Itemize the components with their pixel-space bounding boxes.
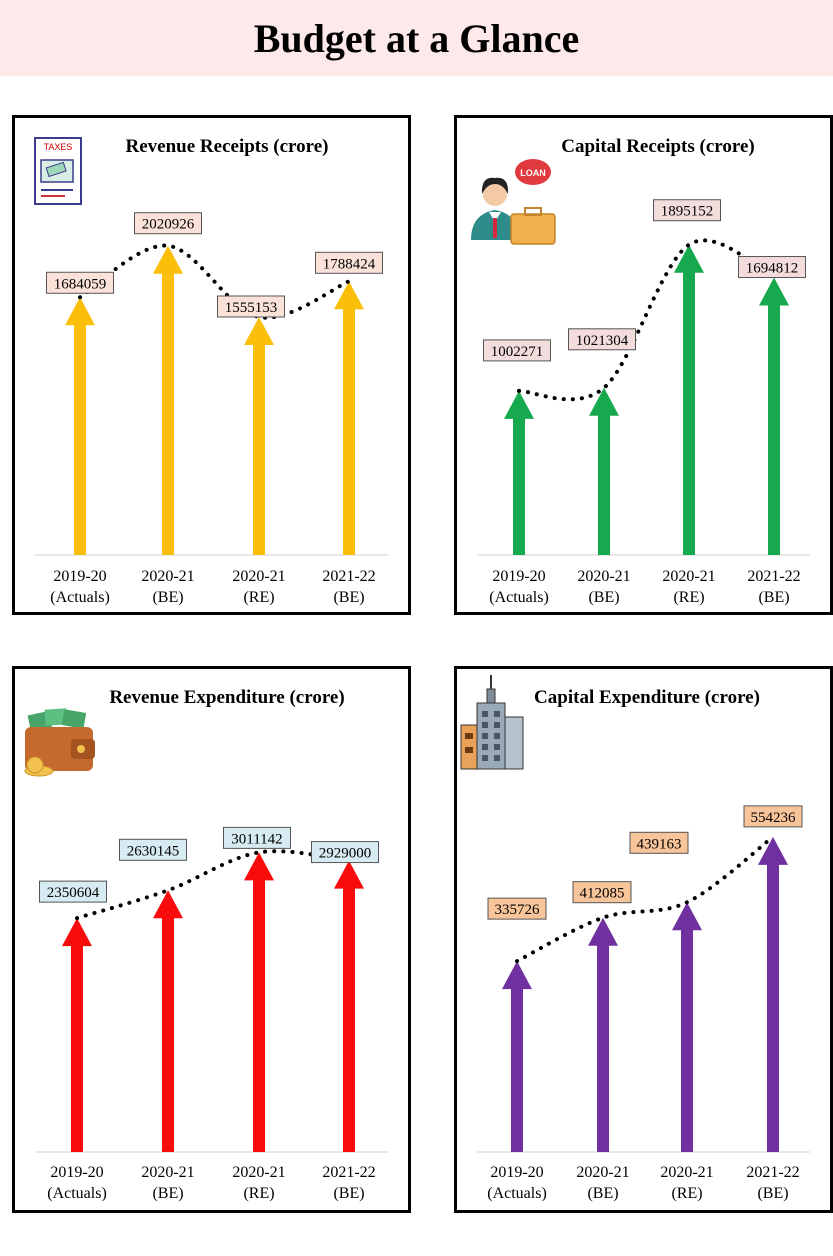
x-tick-label: 2020-21 (BE) <box>576 1164 629 1202</box>
data-label: 439163 <box>629 831 689 854</box>
svg-text:1895152: 1895152 <box>661 204 714 220</box>
data-label: 1684059 <box>46 271 114 294</box>
data-label: 1021304 <box>568 328 636 351</box>
x-tick-label: 2020-21 (RE) <box>232 1164 285 1202</box>
office-building-icon <box>460 675 524 770</box>
x-tick-label: 2021-22 (BE) <box>322 568 375 606</box>
data-label: 3011142 <box>223 826 291 849</box>
x-tick-label: 2019-20 (Actuals) <box>487 1164 547 1202</box>
svg-text:2630145: 2630145 <box>127 843 180 859</box>
x-tick-label: 2020-21 (RE) <box>232 568 285 606</box>
revenue-receipts-chart: TAXES Revenue Receipts (crore) 2019-20 (Act… <box>12 115 411 615</box>
svg-text:1021304: 1021304 <box>576 333 629 349</box>
trend-line <box>517 238 776 402</box>
bar-arrow <box>758 836 788 1152</box>
bar-arrow <box>759 277 789 555</box>
bar-arrow <box>589 387 619 555</box>
x-tick-label: 2020-21 (RE) <box>660 1164 713 1202</box>
x-tick-label: 2021-22 (BE) <box>747 568 800 606</box>
data-label: 1788424 <box>315 251 383 274</box>
bar-arrow <box>674 244 704 555</box>
svg-text:1694812: 1694812 <box>746 261 799 277</box>
svg-text:412085: 412085 <box>580 886 625 902</box>
capital-expenditure-chart: Capital Expenditure (crore) 2019-20 (Actua… <box>454 666 833 1213</box>
chart-title: Revenue Expenditure (crore) <box>109 687 344 708</box>
tax-document-icon: TAXES <box>34 137 82 205</box>
trend-line <box>78 243 351 320</box>
data-label: 2020926 <box>134 212 202 235</box>
svg-text:1555153: 1555153 <box>225 300 278 316</box>
data-label: 1895152 <box>653 199 721 222</box>
data-label: 1555153 <box>217 295 285 318</box>
chart-title: Capital Expenditure (crore) <box>534 687 760 708</box>
x-tick-label: 2020-21 (BE) <box>141 1164 194 1202</box>
svg-text:439163: 439163 <box>637 836 682 852</box>
bar-arrow <box>504 390 534 555</box>
title-banner: Budget at a Glance <box>0 0 833 76</box>
trend-line <box>515 834 775 964</box>
x-tick-label: 2021-22 (BE) <box>746 1164 799 1202</box>
svg-text:1002271: 1002271 <box>491 344 544 360</box>
svg-text:335726: 335726 <box>495 902 541 918</box>
data-label: 2630145 <box>119 838 187 861</box>
svg-text:3011142: 3011142 <box>231 831 282 847</box>
svg-text:1788424: 1788424 <box>323 256 376 272</box>
svg-text:TAXES: TAXES <box>44 142 73 152</box>
data-label: 554236 <box>743 805 803 828</box>
x-tick-label: 2020-21 (BE) <box>577 568 630 606</box>
chart-title: Revenue Receipts (crore) <box>126 136 329 157</box>
capital-receipts-chart: LOAN Capital Receipts (crore) 2019-20 (Actu… <box>454 115 833 615</box>
svg-text:LOAN: LOAN <box>520 168 546 178</box>
bar-arrow <box>153 890 183 1152</box>
chart-title: Capital Receipts (crore) <box>561 136 754 157</box>
svg-text:2350604: 2350604 <box>47 885 100 901</box>
bar-arrow <box>65 297 95 555</box>
bar-arrow <box>153 245 183 555</box>
x-tick-label: 2019-20 (Actuals) <box>489 568 549 606</box>
data-label: 412085 <box>572 881 632 904</box>
page-title: Budget at a Glance <box>253 16 580 61</box>
data-label: 1002271 <box>483 339 551 362</box>
x-tick-label: 2019-20 (Actuals) <box>47 1164 107 1202</box>
bar-arrow <box>334 860 364 1152</box>
svg-text:2020926: 2020926 <box>142 217 195 233</box>
data-label: 335726 <box>487 897 547 920</box>
x-tick-label: 2021-22 (BE) <box>322 1164 375 1202</box>
svg-text:554236: 554236 <box>751 810 797 826</box>
bar-arrow <box>672 902 702 1152</box>
trend-line <box>75 849 351 921</box>
svg-text:2929000: 2929000 <box>319 846 372 862</box>
wallet-money-icon <box>24 708 95 777</box>
bar-arrow <box>334 281 364 555</box>
x-tick-label: 2019-20 (Actuals) <box>50 568 110 606</box>
bar-arrow <box>244 316 274 555</box>
bar-arrow <box>62 918 92 1152</box>
loan-officer-icon: LOAN <box>471 159 556 245</box>
revenue-expenditure-chart: Revenue Expenditure (crore) 2019-20 (Actua… <box>12 666 411 1213</box>
data-label: 2929000 <box>311 841 379 864</box>
svg-text:1684059: 1684059 <box>54 276 107 292</box>
data-label: 1694812 <box>738 256 806 279</box>
bar-arrow <box>588 917 618 1152</box>
x-tick-label: 2020-21 (RE) <box>662 568 715 606</box>
x-tick-label: 2020-21 (BE) <box>141 568 194 606</box>
data-label: 2350604 <box>39 880 107 903</box>
bar-arrow <box>244 852 274 1152</box>
bar-arrow <box>502 961 532 1152</box>
